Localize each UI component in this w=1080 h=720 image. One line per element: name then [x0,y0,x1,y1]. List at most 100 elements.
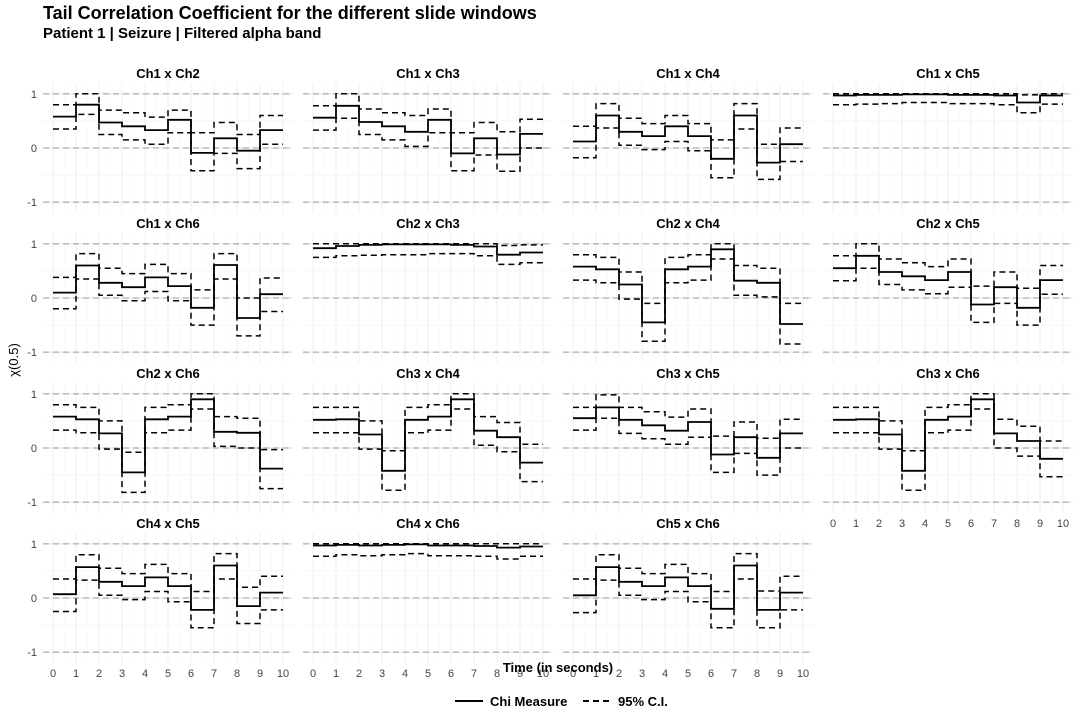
y-tick-label: -1 [27,347,37,359]
x-tick-label: 9 [1037,518,1043,530]
x-tick-label: 3 [899,518,905,530]
ci-lower-line [313,552,543,560]
ci-lower-line [833,408,1063,492]
y-tick-label: 1 [31,389,37,401]
y-tick-label: -1 [27,647,37,659]
ci-upper-line [573,394,803,440]
legend: Chi Measure 95% C.I. [455,694,668,709]
x-tick-label: 3 [379,668,385,680]
chi-line [573,248,803,325]
chi-line [53,264,283,319]
x-tick-label: 3 [639,668,645,680]
chi-line [53,564,283,611]
chart-subtitle: Patient 1 | Seizure | Filtered alpha ban… [43,25,322,42]
x-tick-label: 9 [777,668,783,680]
panel-title: Ch4 x Ch6 [396,516,460,531]
x-tick-label: 8 [494,668,500,680]
panel-ch1xch3: Ch1 x Ch3 [303,66,553,213]
ci-upper-line [833,393,1063,452]
y-tick-label: 1 [31,539,37,551]
x-tick-label: 6 [188,668,194,680]
panel-title: Ch2 x Ch3 [396,216,460,231]
panel-ch1xch2: Ch1 x Ch2 -1 0 1 [27,66,293,213]
x-tick-label: 5 [425,668,431,680]
chi-line [833,93,1063,104]
x-axis-label: Time (in seconds) [503,660,613,675]
x-tick-label: 0 [830,518,836,530]
x-tick-label: 1 [333,668,339,680]
ci-upper-line [573,243,803,305]
x-tick-label: 8 [234,668,240,680]
panel-ch2xch4: Ch2 x Ch4 [563,216,813,363]
x-tick-label: 0 [310,668,316,680]
x-tick-label: 2 [96,668,102,680]
panel-ch1xch5: Ch1 x Ch5 [823,66,1073,213]
ci-upper-line [313,393,543,452]
x-tick-label: 5 [165,668,171,680]
x-tick-label: 4 [142,668,148,680]
ci-lower-line [53,278,283,337]
ci-lower-line [53,578,283,629]
panels-group: Ch1 x Ch2 -1 0 1 Ch1 x Ch3 Ch1 x Ch4 Ch1 x Ch5… [27,66,1073,680]
x-tick-label: 9 [257,668,263,680]
x-tick-label: 2 [616,668,622,680]
x-tick-label: 8 [1014,518,1020,530]
ci-lower-line [573,127,803,181]
chi-line [313,243,543,256]
panel-title: Ch1 x Ch3 [396,66,460,81]
panel-ch1xch4: Ch1 x Ch4 [563,66,813,213]
x-tick-label: 1 [853,518,859,530]
ci-lower-line [313,252,543,266]
panel-title: Ch2 x Ch4 [656,216,720,231]
panel-ch2xch3: Ch2 x Ch3 [303,216,553,363]
chi-line [53,398,283,474]
panel-title: Ch1 x Ch6 [136,216,200,231]
panel-title: Ch4 x Ch5 [136,516,200,531]
y-tick-label: 1 [31,89,37,101]
x-tick-label: 7 [991,518,997,530]
chi-line [573,564,803,611]
y-tick-label: 0 [31,593,37,605]
y-tick-label: -1 [27,197,37,209]
x-tick-label: 4 [922,518,928,530]
ci-upper-line [313,93,543,134]
chi-line [833,398,1063,472]
panel-title: Ch1 x Ch2 [136,66,200,81]
panel-title: Ch3 x Ch6 [916,366,980,381]
x-tick-label: 6 [968,518,974,530]
panel-title: Ch2 x Ch5 [916,216,980,231]
panel-ch4xch6: Ch4 x Ch6 0 1 2 3 4 5 6 7 8 9 10 [303,516,553,680]
x-tick-label: 2 [356,668,362,680]
panel-title: Ch3 x Ch5 [656,366,720,381]
chi-line [573,406,803,459]
ci-upper-line [53,552,283,593]
x-tick-label: 10 [537,668,549,680]
x-tick-label: 10 [277,668,289,680]
chi-line [313,398,543,472]
y-tick-label: 0 [31,443,37,455]
chi-line [313,104,543,156]
y-tick-label: 0 [31,293,37,305]
x-tick-label: 7 [471,668,477,680]
x-tick-label: 0 [570,668,576,680]
panel-ch3xch4: Ch3 x Ch4 [303,366,553,513]
x-tick-label: 10 [797,668,809,680]
x-tick-label: 6 [448,668,454,680]
ci-upper-line [833,93,1063,96]
x-tick-label: 1 [593,668,599,680]
panel-ch5xch6: Ch5 x Ch6 0 1 2 3 4 5 6 7 8 9 10 [563,516,813,680]
x-tick-label: 5 [685,668,691,680]
ci-upper-line [833,243,1063,290]
panel-ch2xch5: Ch2 x Ch5 [823,216,1073,363]
x-tick-label: 7 [211,668,217,680]
x-tick-label: 5 [945,518,951,530]
ci-lower-line [833,101,1063,114]
x-tick-label: 7 [731,668,737,680]
ci-upper-line [53,93,283,136]
panel-ch2xch6: Ch2 x Ch6 -1 0 1 [27,366,293,513]
panel-title: Ch1 x Ch5 [916,66,980,81]
chi-line [53,103,283,154]
ci-lower-line [573,258,803,345]
